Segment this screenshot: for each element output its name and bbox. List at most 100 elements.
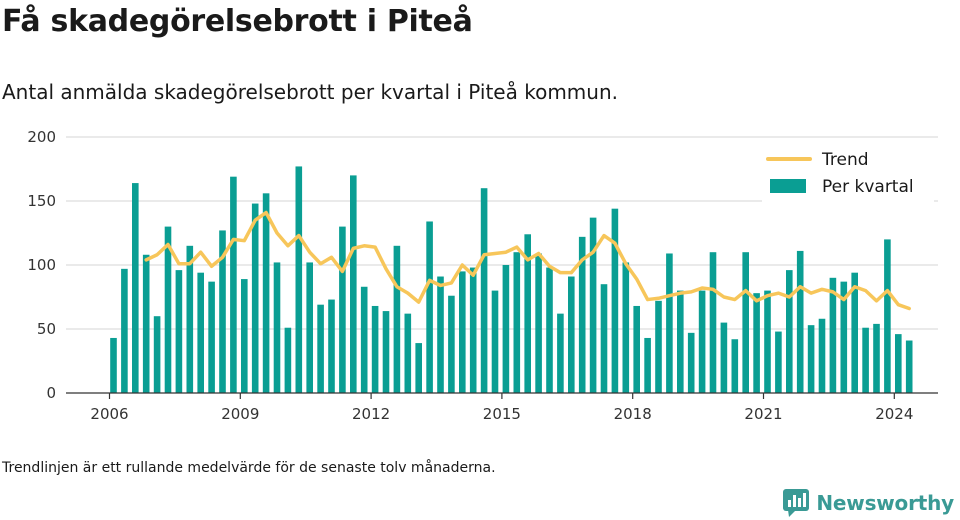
bar — [251, 203, 259, 393]
bar — [415, 343, 422, 393]
x-tick-label: 2009 — [221, 405, 259, 423]
bar — [764, 290, 771, 393]
x-tick-label: 2018 — [614, 405, 652, 423]
newsworthy-logo-icon — [783, 489, 810, 517]
bar — [840, 281, 848, 393]
bar — [524, 234, 531, 393]
bar — [121, 268, 128, 393]
bar — [328, 299, 335, 393]
bar — [448, 295, 455, 393]
legend-bar-label: Per kvartal — [822, 177, 914, 197]
bar — [153, 316, 161, 393]
bar — [393, 245, 401, 393]
bar — [709, 252, 717, 393]
bar-chart: 0 50 100 150 200 2006 2009 2012 2015 2018 2021 2024… — [27, 128, 938, 423]
bar — [186, 245, 194, 393]
bar — [873, 323, 880, 393]
bar — [437, 276, 444, 393]
bar — [731, 339, 739, 393]
bar — [371, 305, 379, 393]
bars — [110, 166, 913, 393]
bar — [666, 253, 673, 393]
brand-name: Newsworthy — [816, 491, 954, 515]
x-tick-label: 2012 — [352, 405, 390, 423]
bar — [295, 166, 303, 393]
bar — [905, 340, 913, 393]
bar — [600, 284, 608, 393]
bar — [622, 262, 630, 393]
bar — [219, 230, 226, 393]
bar — [818, 318, 826, 393]
footnote: Trendlinjen är ett rullande medelvärde f… — [2, 460, 496, 476]
bar — [546, 267, 553, 393]
axes: 0 50 100 150 200 2006 2009 2012 2015 2018 2021 2024 — [27, 128, 938, 423]
bar — [382, 311, 390, 393]
bar — [698, 290, 706, 393]
bar — [132, 183, 139, 393]
bar — [535, 253, 542, 393]
brand-logo[interactable]: Newsworthy — [782, 488, 954, 518]
bar — [142, 254, 150, 393]
legend: Trend Per kvartal — [762, 140, 934, 204]
bar — [404, 313, 412, 393]
bar — [339, 226, 346, 393]
bar — [807, 325, 815, 393]
bar — [895, 334, 902, 393]
bar — [557, 313, 564, 393]
bar — [578, 236, 586, 393]
bar — [687, 332, 695, 393]
trend-line — [144, 210, 911, 311]
bar — [644, 337, 651, 393]
bar — [164, 226, 172, 393]
y-tick-label: 50 — [37, 320, 56, 338]
y-tick-label: 200 — [27, 128, 56, 146]
bar — [753, 293, 760, 393]
bar — [208, 281, 215, 393]
bar — [589, 217, 597, 393]
bar — [677, 290, 684, 393]
bar — [230, 176, 237, 393]
bar — [350, 175, 357, 393]
legend-bar-swatch — [770, 179, 806, 193]
bar — [633, 305, 640, 393]
bar — [742, 252, 749, 393]
bar — [884, 239, 891, 393]
bar — [796, 250, 804, 393]
bar — [360, 286, 368, 393]
bar — [241, 279, 248, 393]
x-tick-label: 2006 — [90, 405, 128, 423]
bar — [568, 276, 575, 393]
bar — [786, 270, 793, 393]
bar — [655, 300, 662, 393]
trend-line-group — [144, 210, 911, 311]
bar — [829, 277, 837, 393]
x-tick-label: 2021 — [744, 405, 782, 423]
legend-background — [762, 140, 934, 204]
x-tick-label: 2024 — [875, 405, 913, 423]
y-tick-label: 100 — [27, 256, 56, 274]
x-tick-label: 2015 — [483, 405, 521, 423]
bar — [611, 208, 619, 393]
bar — [851, 272, 858, 393]
bar — [426, 221, 433, 393]
bar — [502, 265, 510, 393]
bar — [197, 272, 204, 393]
chart-subtitle: Antal anmälda skadegörelsebrott per kvar… — [2, 80, 618, 104]
chart-title: Få skadegörelsebrott i Piteå — [2, 4, 473, 39]
y-tick-label: 150 — [27, 192, 56, 210]
bar — [284, 327, 292, 393]
bar — [775, 331, 782, 393]
bar — [480, 188, 488, 393]
bar — [720, 322, 728, 393]
bar — [513, 252, 521, 393]
bar — [862, 327, 869, 393]
bar — [469, 267, 477, 393]
bar — [317, 304, 324, 393]
y-tick-label: 0 — [46, 384, 56, 402]
bar — [175, 270, 183, 393]
bar — [459, 271, 466, 393]
bar — [262, 193, 270, 393]
bar — [110, 337, 117, 393]
bar — [306, 262, 313, 393]
bar — [273, 262, 281, 393]
